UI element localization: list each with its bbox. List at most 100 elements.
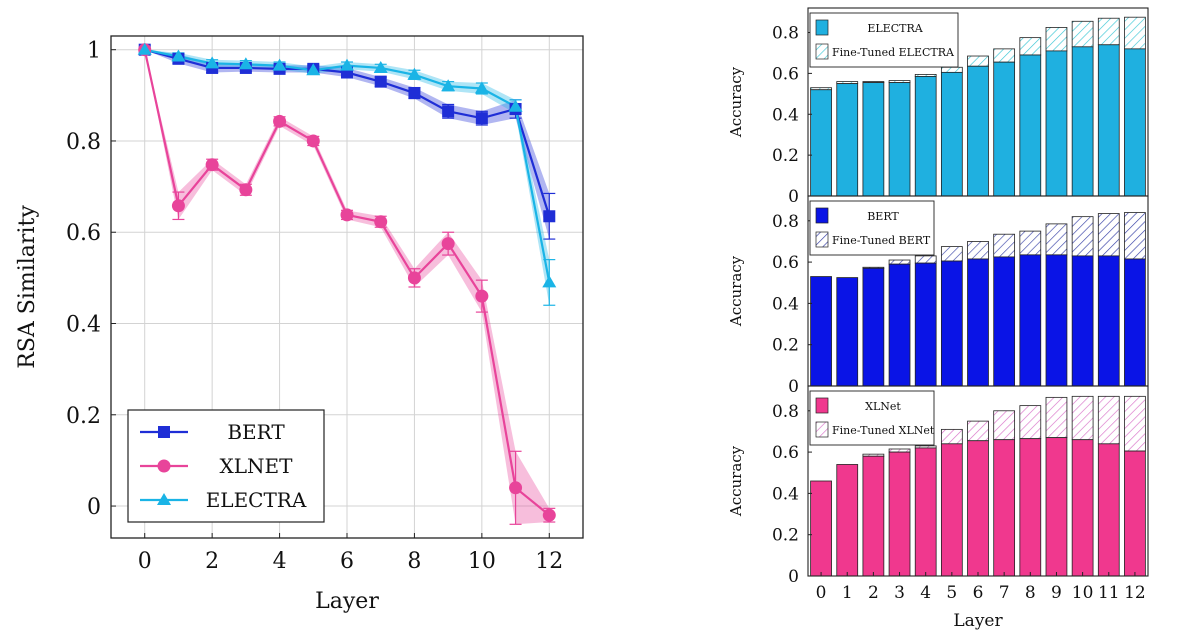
x-tick-label: 6 [340, 549, 354, 574]
xlnet-finetuned-bar [967, 420, 989, 442]
electra-finetuned-bar [1019, 37, 1042, 56]
y-tick-label: 0.4 [66, 313, 101, 338]
xlnet-y-tick-label: 0 [788, 567, 799, 587]
electra-y-tick-label: 0 [788, 187, 799, 207]
x-tick-label: 12 [535, 549, 563, 574]
electra-finetuned-bar [940, 66, 963, 73]
xlnet-base-bar [1124, 450, 1146, 577]
accuracy-bar-charts: 0 0.2 0.4 0.6 0.8 Accuracy ELECTRA Fine-Tuned E… [727, 7, 1149, 603]
xlnet-point [441, 237, 455, 251]
bert-finetuned-bar [940, 246, 963, 262]
legend-swatch-marker [157, 459, 171, 473]
bar-x-tick-label: 0 [816, 583, 827, 603]
electra-legend-box [809, 12, 959, 68]
xlnet-accuracy-panel: 0 0.2 0.4 0.6 0.8 Accuracy XLNet Fine-Tuned XLN… [727, 385, 1149, 587]
bert-base-bar [1019, 254, 1042, 387]
electra-base-bar [940, 71, 963, 197]
electra-point [137, 42, 152, 55]
x-tick-label: 4 [273, 549, 287, 574]
bar-x-tick-label: 11 [1098, 583, 1120, 603]
bert-finetuned-bar [1097, 213, 1120, 257]
bert-y-axis-title: Accuracy [727, 255, 745, 327]
electra-finetuned-bar [1045, 27, 1068, 52]
bert-finetuned-bar [1019, 230, 1042, 256]
xlnet-point [306, 134, 320, 148]
xlnet-point [475, 289, 489, 303]
y-tick-label: 0.2 [66, 404, 101, 429]
line-chart-tick-labels: 0 2 4 6 8 10 12 0 0.2 0.4 0.6 0.8 1 [66, 39, 563, 574]
electra-base-bar [1045, 50, 1068, 197]
xlnet-base-bar [1045, 437, 1068, 577]
xlnet-point [273, 114, 287, 128]
bert-point [442, 105, 455, 118]
xlnet-base-bar [888, 451, 911, 577]
bert-legend-swatch-finetuned [815, 231, 829, 248]
xlnet-finetuned-bar [993, 410, 1016, 441]
bert-y-tick-label: 0 [788, 377, 799, 397]
xlnet-legend-label-base: XLNet [865, 400, 901, 413]
xlnet-y-tick-label: 0.6 [772, 443, 799, 463]
electra-legend-swatch-base [815, 19, 829, 36]
xlnet-legend-box [809, 390, 935, 446]
electra-finetuned-bar [993, 48, 1016, 63]
bar-x-tick-label: 5 [946, 583, 957, 603]
rsa-line-chart: 0 2 4 6 8 10 12 0 0.2 0.4 0.6 0.8 1 Layer RSA Simila… [15, 35, 584, 614]
bert-base-bar [940, 260, 963, 387]
line-chart-points [137, 42, 557, 522]
xlnet-point [205, 158, 219, 172]
xlnet-base-bar [1097, 443, 1120, 577]
electra-base-bar [836, 83, 859, 197]
electra-base-bar [862, 82, 885, 197]
xlnet-point [340, 208, 354, 222]
electra-base-bar [1019, 54, 1042, 197]
xlnet-base-bar [862, 455, 885, 577]
bar-x-tick-label: 7 [999, 583, 1010, 603]
electra-base-bar [810, 89, 832, 197]
electra-base-bar [1071, 46, 1094, 197]
x-tick-label: 8 [407, 549, 421, 574]
bert-finetuned-bar [914, 255, 937, 264]
line-chart-y-axis-title: RSA Similarity [15, 205, 40, 369]
electra-point [542, 275, 557, 288]
bert-y-tick-label: 0.2 [772, 336, 799, 356]
bert-finetuned-bar [888, 259, 911, 265]
xlnet-legend-label-finetuned: Fine-Tuned XLNet [832, 424, 935, 437]
xlnet-point [239, 183, 253, 197]
bert-base-bar [888, 263, 911, 387]
x-tick-label: 2 [205, 549, 219, 574]
y-tick-label: 0.6 [66, 221, 101, 246]
xlnet-error-band [144, 49, 550, 525]
y-tick-label: 1 [87, 39, 101, 64]
electra-y-tick-label: 0.2 [772, 146, 799, 166]
electra-accuracy-panel: 0 0.2 0.4 0.6 0.8 Accuracy ELECTRA Fine-Tuned E… [727, 7, 1149, 207]
electra-finetuned-bar [1071, 20, 1094, 48]
electra-base-bar [914, 76, 937, 197]
bert-base-bar [993, 256, 1016, 387]
bert-base-bar [967, 258, 989, 387]
bar-x-tick-label: 3 [894, 583, 905, 603]
electra-point [407, 67, 422, 80]
electra-point [441, 79, 456, 92]
bert-y-tick-label: 0.6 [772, 253, 799, 273]
bar-x-tick-label: 2 [868, 583, 879, 603]
xlnet-base-bar [836, 464, 859, 577]
electra-legend-label-base: ELECTRA [867, 22, 923, 35]
x-tick-label: 0 [138, 549, 152, 574]
electra-base-bar [1124, 48, 1146, 197]
bert-point [475, 112, 488, 125]
bert-accuracy-panel: 0 0.2 0.4 0.6 0.8 Accuracy BERT Fine-Tuned BERT [727, 195, 1149, 397]
bar-x-tick-label: 9 [1051, 583, 1062, 603]
bar-x-tick-label: 1 [842, 583, 853, 603]
electra-finetuned-bar [1097, 17, 1120, 46]
electra-point [340, 58, 354, 71]
xlnet-point [374, 215, 388, 229]
bar-x-tick-label: 6 [973, 583, 984, 603]
bar-chart-x-ticks: 0 1 2 3 4 5 6 7 8 9 10 11 12 [816, 572, 1146, 603]
legend-swatch-marker [158, 426, 170, 438]
xlnet-base-bar [914, 447, 937, 577]
bert-base-bar [810, 276, 832, 387]
electra-base-bar [888, 82, 911, 197]
xlnet-y-tick-label: 0.8 [772, 402, 799, 422]
bert-finetuned-bar [993, 233, 1016, 258]
